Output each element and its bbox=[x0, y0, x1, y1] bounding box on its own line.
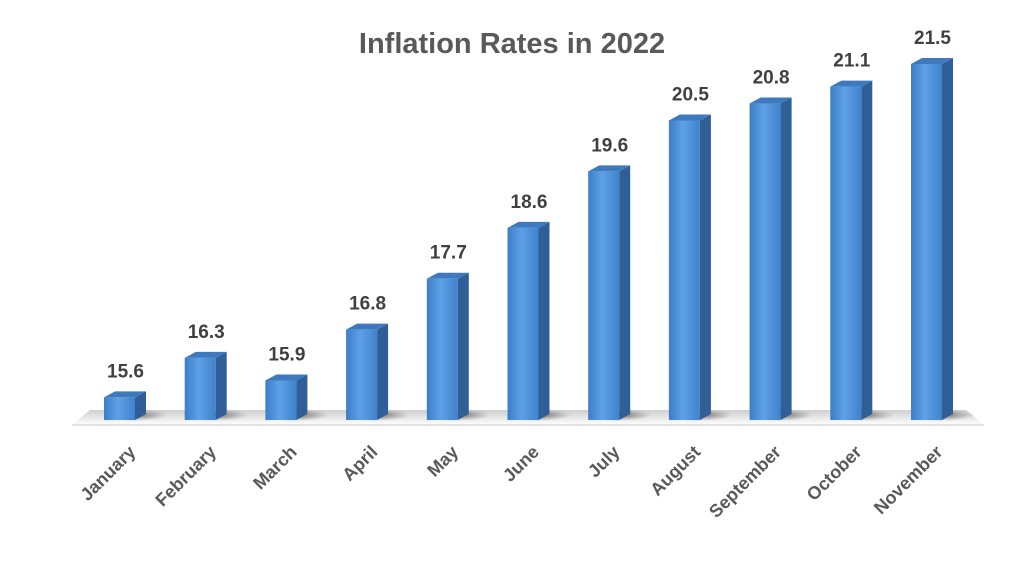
data-label-march: 15.9 bbox=[268, 344, 305, 365]
x-tick-label-may: May bbox=[423, 442, 462, 481]
bar-side-may bbox=[457, 272, 469, 420]
bar-side-august bbox=[699, 114, 711, 420]
bar-top-october bbox=[830, 80, 873, 87]
bar-side-june bbox=[538, 221, 550, 420]
x-tick-label-june: June bbox=[499, 442, 543, 486]
data-label-august: 20.5 bbox=[672, 85, 709, 106]
bar-top-july bbox=[588, 165, 631, 172]
bar-side-january bbox=[135, 391, 146, 420]
bar-top-february bbox=[184, 351, 227, 358]
bar-front-june bbox=[507, 227, 539, 420]
data-label-november: 21.5 bbox=[914, 28, 951, 49]
bar-july bbox=[588, 165, 631, 420]
data-label-june: 18.6 bbox=[511, 192, 548, 213]
bar-top-november bbox=[911, 58, 953, 64]
bars bbox=[104, 58, 953, 421]
data-label-october: 21.1 bbox=[833, 51, 870, 72]
bar-top-april bbox=[346, 323, 389, 330]
x-tick-label-march: March bbox=[249, 442, 301, 494]
bar-front-november bbox=[911, 64, 942, 420]
bar-front-march bbox=[265, 380, 297, 420]
bar-side-september bbox=[780, 97, 792, 421]
bar-top-august bbox=[668, 114, 711, 121]
bar-front-may bbox=[426, 278, 458, 420]
bar-side-april bbox=[377, 323, 389, 420]
bar-april bbox=[346, 323, 389, 420]
data-labels: 15.6 16.3 15.9 16.8 17.7 18.6 19.6 20.5 20.8 21.1… bbox=[107, 28, 951, 382]
bar-top-january bbox=[104, 391, 146, 398]
bar-side-november bbox=[942, 58, 953, 420]
bar-front-october bbox=[830, 86, 862, 420]
bar-side-february bbox=[215, 351, 227, 420]
bar-october bbox=[830, 80, 873, 420]
data-label-september: 20.8 bbox=[753, 68, 790, 89]
bar-june bbox=[507, 221, 550, 420]
bar-side-march bbox=[296, 374, 308, 420]
bar-november bbox=[911, 58, 953, 420]
x-tick-label-november: November bbox=[870, 442, 946, 518]
data-label-january: 15.6 bbox=[107, 361, 144, 382]
x-tick-label-august: August bbox=[646, 442, 704, 500]
bar-august bbox=[668, 114, 711, 420]
bar-top-september bbox=[749, 97, 792, 104]
bar-front-july bbox=[588, 171, 620, 420]
bar-top-may bbox=[426, 272, 469, 279]
bar-side-july bbox=[619, 165, 631, 420]
bar-front-august bbox=[668, 120, 700, 420]
data-label-april: 16.8 bbox=[349, 294, 386, 315]
data-label-february: 16.3 bbox=[188, 322, 225, 343]
bar-may bbox=[426, 272, 469, 420]
data-label-may: 17.7 bbox=[430, 243, 467, 264]
x-tick-labels: January February March April May June July Augu… bbox=[76, 442, 946, 522]
x-tick-label-september: September bbox=[705, 442, 785, 522]
bar-top-march bbox=[265, 374, 308, 381]
bar-front-february bbox=[184, 357, 216, 420]
bar-march bbox=[265, 374, 308, 420]
bar-front-april bbox=[346, 329, 378, 420]
chart-title: Inflation Rates in 2022 bbox=[359, 28, 665, 60]
bar-side-october bbox=[861, 80, 873, 420]
bar-front-september bbox=[749, 103, 781, 421]
data-label-july: 19.6 bbox=[591, 135, 628, 156]
x-tick-label-january: January bbox=[76, 442, 139, 505]
bar-front-january bbox=[104, 397, 135, 420]
bar-january bbox=[104, 391, 146, 420]
x-tick-label-july: July bbox=[584, 442, 624, 482]
x-tick-label-april: April bbox=[338, 442, 381, 485]
bar-top-june bbox=[507, 221, 550, 228]
x-tick-label-october: October bbox=[803, 442, 866, 505]
bar-september bbox=[749, 97, 792, 421]
x-tick-label-february: February bbox=[151, 442, 220, 511]
bar-february bbox=[184, 351, 227, 420]
